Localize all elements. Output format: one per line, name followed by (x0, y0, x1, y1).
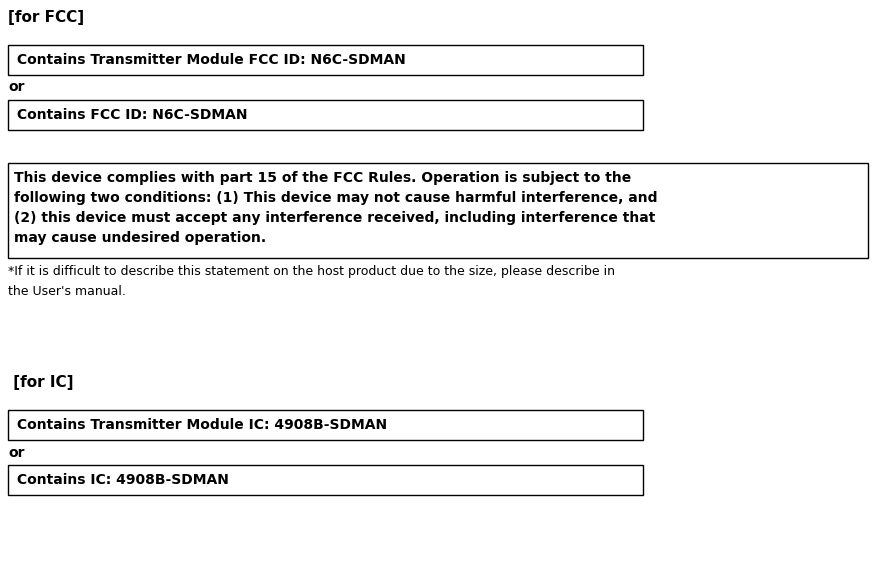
Text: the User's manual.: the User's manual. (8, 285, 126, 298)
Bar (8, 465, 642, 495)
Text: (2) this device must accept any interference received, including interference th: (2) this device must accept any interfer… (14, 211, 655, 225)
Text: Contains FCC ID: N6C-SDMAN: Contains FCC ID: N6C-SDMAN (12, 108, 247, 122)
Bar (8, 163, 867, 258)
Bar (8, 100, 642, 130)
Text: Contains Transmitter Module FCC ID: N6C-SDMAN: Contains Transmitter Module FCC ID: N6C-… (12, 53, 405, 67)
Text: following two conditions: (1) This device may not cause harmful interference, an: following two conditions: (1) This devic… (14, 191, 657, 205)
Text: may cause undesired operation.: may cause undesired operation. (14, 231, 266, 245)
Text: *If it is difficult to describe this statement on the host product due to the si: *If it is difficult to describe this sta… (8, 265, 614, 278)
Text: Contains Transmitter Module IC: 4908B-SDMAN: Contains Transmitter Module IC: 4908B-SD… (12, 418, 386, 432)
Bar (8, 45, 642, 75)
Text: [for FCC]: [for FCC] (8, 10, 84, 25)
Text: This device complies with part 15 of the FCC Rules. Operation is subject to the: This device complies with part 15 of the… (14, 171, 631, 185)
Text: Contains IC: 4908B-SDMAN: Contains IC: 4908B-SDMAN (12, 473, 229, 487)
Text: [for IC]: [for IC] (8, 375, 74, 390)
Text: or: or (8, 80, 25, 94)
Bar (8, 410, 642, 440)
Text: or: or (8, 446, 25, 460)
